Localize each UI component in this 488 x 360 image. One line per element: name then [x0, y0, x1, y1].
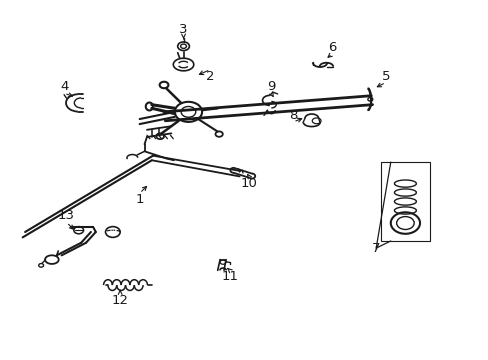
Text: 10: 10 [241, 177, 257, 190]
Text: 11: 11 [221, 270, 238, 283]
Text: 6: 6 [327, 41, 336, 54]
Text: 8: 8 [288, 109, 297, 122]
Text: 2: 2 [206, 69, 214, 82]
Text: 7: 7 [371, 242, 380, 255]
Text: 3: 3 [179, 23, 187, 36]
Text: 12: 12 [111, 294, 128, 307]
Text: 4: 4 [60, 80, 68, 93]
Text: 9: 9 [266, 80, 275, 93]
Bar [380, 162, 429, 241]
Text: 1: 1 [135, 193, 143, 206]
Text: 13: 13 [58, 210, 75, 222]
Text: 5: 5 [381, 69, 389, 82]
